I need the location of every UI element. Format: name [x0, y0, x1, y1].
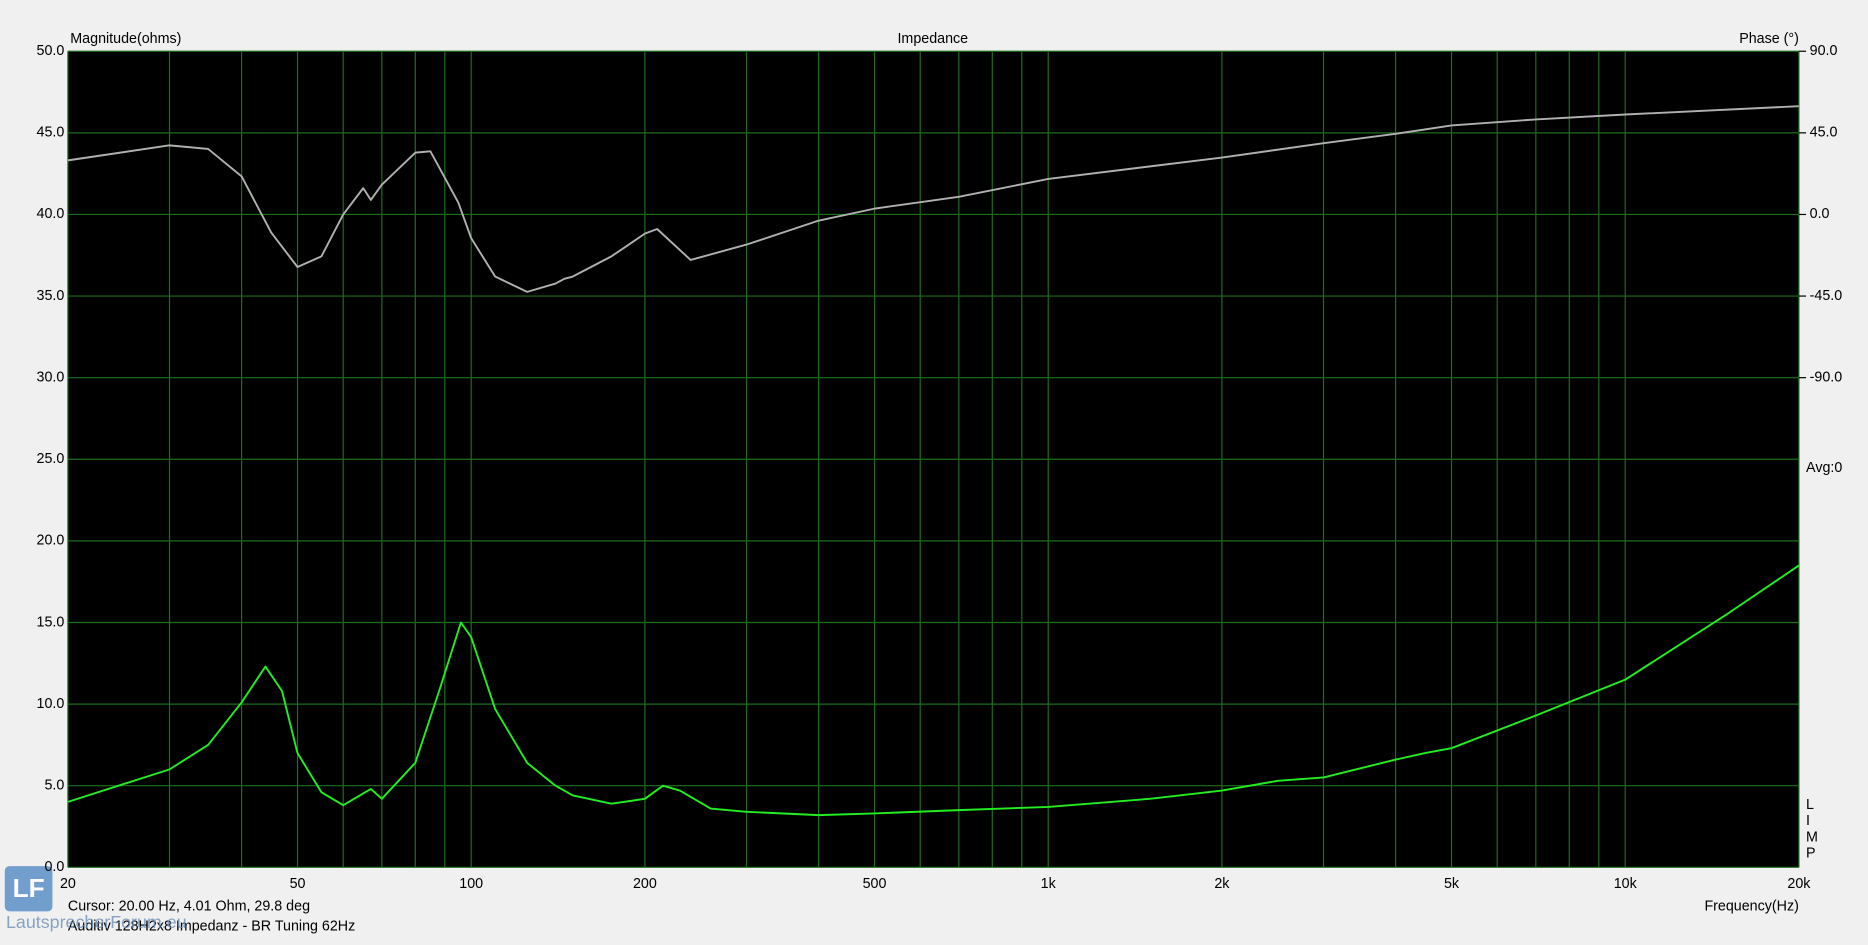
x-tick-label: 500 — [863, 876, 887, 892]
x-tick-label: 20k — [1787, 876, 1811, 892]
y-axis-label: Magnitude(ohms) — [70, 31, 181, 47]
y-tick-label: 5.0 — [44, 777, 64, 793]
caption: Auditiv 128H2x8 Impedanz - BR Tuning 62H… — [68, 919, 355, 935]
side-letter: P — [1806, 845, 1816, 861]
y2-tick-label: -45.0 — [1810, 288, 1843, 304]
y-tick-label: 25.0 — [37, 451, 65, 467]
x-tick-label: 50 — [290, 876, 306, 892]
x-tick-label: 200 — [633, 876, 657, 892]
x-axis-label: Frequency(Hz) — [1704, 898, 1798, 914]
chart-title: Impedance — [897, 31, 968, 47]
x-tick-label: 2k — [1214, 876, 1230, 892]
y2-tick-label: 90.0 — [1810, 43, 1838, 59]
x-tick-label: 5k — [1444, 876, 1460, 892]
y-tick-label: 30.0 — [37, 369, 65, 385]
side-letter: M — [1806, 829, 1818, 845]
y-tick-label: 40.0 — [37, 206, 65, 222]
series-line — [67, 564, 1800, 817]
y2-tick-label: 45.0 — [1810, 125, 1838, 141]
y2-tick-label: -90.0 — [1810, 369, 1843, 385]
avg-label: Avg:0 — [1806, 460, 1842, 476]
y-tick-label: 10.0 — [37, 696, 65, 712]
side-letter: L — [1806, 797, 1814, 813]
x-tick-label: 1k — [1041, 876, 1057, 892]
x-tick-label: 20 — [60, 876, 76, 892]
logo-text: LF — [13, 873, 45, 903]
x-tick-label: 10k — [1614, 876, 1638, 892]
side-letter: I — [1806, 813, 1810, 829]
logo — [4, 866, 53, 912]
y-tick-label: 15.0 — [37, 614, 65, 630]
y-tick-label: 0.0 — [44, 859, 64, 875]
watermark: LautsprecherForum.eu — [6, 912, 187, 932]
cursor-readout: Cursor: 20.00 Hz, 4.01 Ohm, 29.8 deg — [68, 898, 310, 914]
y-tick-label: 50.0 — [37, 43, 65, 59]
y2-axis-label: Phase (°) — [1739, 31, 1799, 47]
y-tick-label: 45.0 — [37, 125, 65, 141]
y-tick-label: 20.0 — [37, 533, 65, 549]
y2-tick-label: 0.0 — [1810, 206, 1830, 222]
series-line — [67, 105, 1799, 293]
y-tick-label: 35.0 — [37, 288, 65, 304]
x-tick-label: 100 — [459, 876, 483, 892]
